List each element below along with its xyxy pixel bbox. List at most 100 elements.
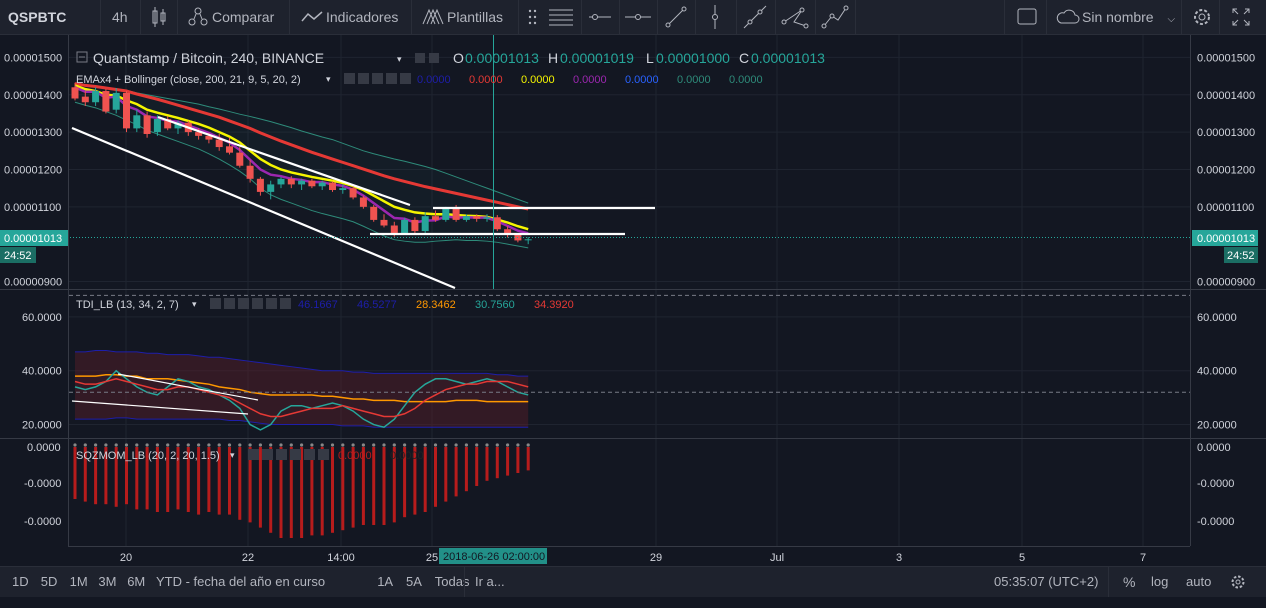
candle [215,133,223,151]
legend-value: 0.0000 [573,74,607,86]
templates-label: Plantillas [447,9,504,25]
templates-icon [422,8,444,25]
tdi-legend-label[interactable]: TDI_LB (13, 34, 2, 7) [76,299,179,311]
chevron-down-icon[interactable]: ▾ [230,450,235,460]
range-button-1m[interactable]: 1M [69,574,88,589]
crosshair-time-label: 2018-06-26 02:00:00 [443,551,545,563]
tdi-indicator [69,294,1190,431]
horizontal-ray-tool[interactable] [583,0,617,34]
toolbar-divider [177,0,178,34]
vertical-line-tool[interactable] [698,0,732,34]
collapse-icon[interactable] [76,51,88,63]
tdi-drawings [71,373,259,415]
range-button-1a[interactable]: 1A [377,574,394,589]
tdi-legend-icons[interactable] [210,298,291,309]
ema-legend-label[interactable]: EMAx4 + Bollinger (close, 200, 21, 9, 5,… [76,74,301,86]
candle [123,91,130,133]
gear-icon [1194,9,1210,25]
sqz-legend-label[interactable]: SQZMOM_LB (20, 2, 20, 1.5) [76,450,220,462]
sqz-bar [83,447,87,502]
tdi-trend-line-upper[interactable] [117,373,259,401]
time-axis-label: 20 [120,552,132,564]
range-button-5a[interactable]: 5A [406,574,422,589]
sqz-bar [361,447,365,525]
interval-button[interactable]: 4h [112,9,128,25]
sqz-bar [145,447,149,510]
symbol-search-button[interactable]: QSPBTC [8,9,67,25]
chevron-down-icon[interactable]: ▾ [397,54,402,64]
path-tool[interactable] [778,0,812,34]
sqz-dot [176,443,180,447]
ema-legend-icons[interactable] [344,73,411,84]
sqz-dot [104,443,108,447]
trend-line-upper[interactable] [157,115,411,207]
range-button-ytd[interactable]: YTD - fecha del año en curso [156,574,326,589]
polyline-icon [821,5,849,29]
templates-button[interactable]: Plantillas [421,0,503,34]
ohlc-close: 0.00001013 [751,50,825,66]
bottom-toolbar: 1D 5D 1M 3M 6M YTD - fecha del año en curso 1A… [0,566,1266,597]
ema-legend-values: 0.0000 0.0000 0.0000 0.0000 0.0000 0.0000 0.00… [417,74,763,86]
time-axis-label: 5 [1019,552,1025,564]
fullscreen-rect-button[interactable] [1016,0,1038,34]
range-button-5d[interactable]: 5D [40,574,58,589]
trend-line-lower[interactable] [71,126,456,290]
chevron-down-icon[interactable]: ▾ [326,74,331,84]
goto-date-button[interactable]: Ir a... [475,574,505,589]
indicators-button[interactable]: Indicadores [300,0,398,34]
save-layout-button[interactable]: Sin nombre ⌵ [1054,0,1175,34]
sqz-dot [248,443,252,447]
sqz-bar [73,447,77,499]
chart-settings-button[interactable] [1229,567,1247,597]
sqz-bar [258,447,262,528]
sqz-legend-icons[interactable] [248,449,329,460]
legend-value: 0.0000 [521,74,555,86]
compare-button[interactable]: Comparar [186,0,274,34]
main-legend: Quantstamp / Bitcoin, 240, BINANCE ▾ O 0… [76,50,825,86]
sqz-bar [248,447,252,523]
sqz-dot [124,443,129,447]
legend-value: 34.3920 [534,299,574,311]
tdi-trend-line-lower[interactable] [71,400,249,415]
tdi-axis-label-right: 20.0000 [1197,420,1237,432]
chart-type-button[interactable] [150,0,170,34]
sqz-dot [413,443,417,447]
sqz-bar [403,447,407,518]
range-button-todas[interactable]: Todas [434,574,470,589]
indicators-icon [301,11,323,22]
range-button-1d[interactable]: 1D [12,574,29,589]
candle [112,88,120,114]
horizontal-line-tool[interactable] [621,0,655,34]
candle [92,87,100,106]
series-title[interactable]: Quantstamp / Bitcoin, 240, BINANCE [93,50,324,66]
extended-line-tool[interactable] [738,0,772,34]
chevron-down-icon[interactable]: ▾ [192,299,197,309]
legend-action-icons[interactable] [415,53,439,63]
range-button-3m[interactable]: 3M [98,574,117,589]
sqz-dot [279,443,283,447]
polyline-tool[interactable] [818,0,852,34]
candle [359,195,367,209]
range-button-6m[interactable]: 6M [127,574,146,589]
layout-name: Sin nombre [1082,9,1154,25]
price-axis-label-right: 0.00001100 [1197,202,1254,214]
tdi-fast-line [74,369,529,431]
drag-handle-icon[interactable] [526,0,540,34]
percent-toggle[interactable]: % [1123,574,1136,590]
fullscreen-button[interactable] [1230,0,1252,34]
trend-line-icon [665,6,687,28]
candle [329,181,336,192]
toolbar-divider [657,0,658,34]
auto-toggle[interactable]: auto [1186,574,1212,589]
tdi-axis-label-left: 60.0000 [22,312,62,324]
sqz-dot [227,443,232,447]
log-toggle[interactable]: log [1151,574,1169,589]
chart-area[interactable]: 0.00001500 0.00001500 0.00001400 0.00001400… [0,35,1266,566]
settings-button[interactable] [1190,0,1214,34]
sqz-bar [114,447,118,507]
sqz-axis-label-right: 0.0000 [1197,442,1231,454]
candle [164,116,172,131]
sqz-dot [83,443,87,447]
horizontal-lines-tool[interactable] [544,0,578,34]
trend-line-tool[interactable] [659,0,693,34]
